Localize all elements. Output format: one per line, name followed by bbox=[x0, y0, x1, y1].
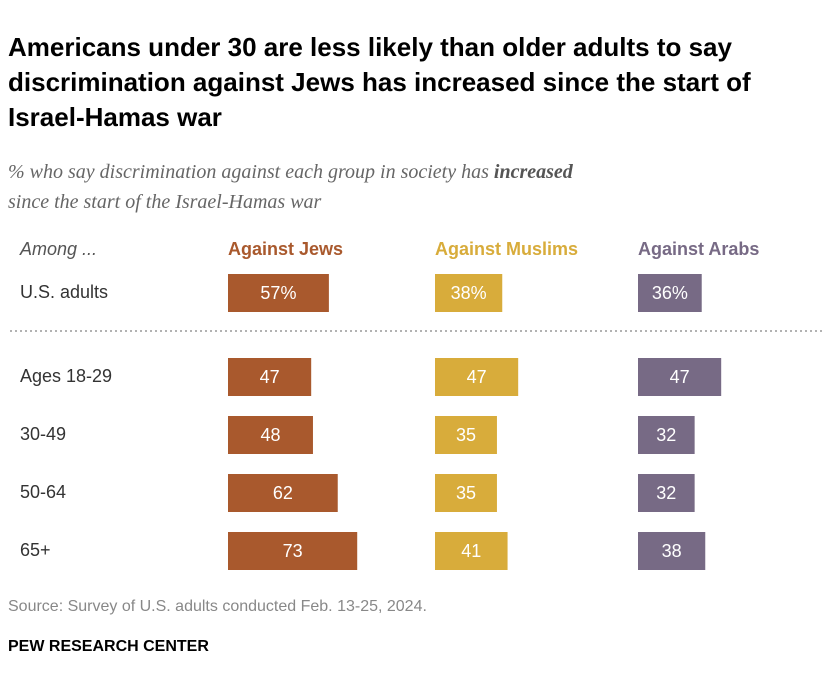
row-label: 50-64 bbox=[20, 482, 66, 502]
bar bbox=[638, 358, 722, 396]
subtitle-emphasis: increased bbox=[493, 161, 573, 183]
legend-label: Against Jews bbox=[228, 239, 343, 259]
bar bbox=[638, 274, 702, 312]
bar bbox=[435, 416, 497, 454]
value-label: 32 bbox=[656, 483, 676, 503]
row-label: U.S. adults bbox=[20, 282, 108, 302]
value-label: 48 bbox=[260, 425, 280, 445]
value-label: 36% bbox=[652, 283, 688, 303]
value-label: 38 bbox=[662, 541, 682, 561]
source: Source: Survey of U.S. adults conducted … bbox=[8, 598, 427, 615]
bar bbox=[228, 532, 358, 570]
bar bbox=[638, 416, 695, 454]
credit: PEW RESEARCH CENTER bbox=[8, 638, 209, 655]
bar bbox=[435, 358, 519, 396]
value-label: 62 bbox=[273, 483, 293, 503]
row-label: 30-49 bbox=[20, 424, 66, 444]
value-label: 38% bbox=[451, 283, 487, 303]
row-label: 65+ bbox=[20, 540, 51, 560]
chart-title: Americans under 30 are less likely than … bbox=[8, 32, 751, 132]
bar bbox=[638, 532, 706, 570]
legend-label: Against Muslims bbox=[435, 239, 578, 259]
bar bbox=[638, 474, 695, 512]
value-label: 57% bbox=[260, 283, 296, 303]
value-label: 47 bbox=[670, 367, 690, 387]
legend-label: Against Arabs bbox=[638, 239, 759, 259]
bar bbox=[228, 358, 312, 396]
row-label: Ages 18-29 bbox=[20, 366, 112, 386]
bar bbox=[228, 416, 313, 454]
value-label: 47 bbox=[260, 367, 280, 387]
row-header: Among ... bbox=[19, 239, 97, 259]
bar bbox=[228, 274, 329, 312]
value-label: 73 bbox=[283, 541, 303, 561]
bar bbox=[228, 474, 338, 512]
value-label: 32 bbox=[656, 425, 676, 445]
value-label: 35 bbox=[456, 483, 476, 503]
subtitle-text: % who say discrimination against each gr… bbox=[8, 161, 494, 183]
bar bbox=[435, 274, 503, 312]
value-label: 47 bbox=[467, 367, 487, 387]
bar bbox=[435, 474, 497, 512]
bar bbox=[435, 532, 508, 570]
chart-subtitle: % who say discrimination against each gr… bbox=[8, 157, 834, 217]
value-label: 35 bbox=[456, 425, 476, 445]
subtitle-text: since the start of the Israel-Hamas war bbox=[8, 191, 322, 213]
value-label: 41 bbox=[461, 541, 481, 561]
